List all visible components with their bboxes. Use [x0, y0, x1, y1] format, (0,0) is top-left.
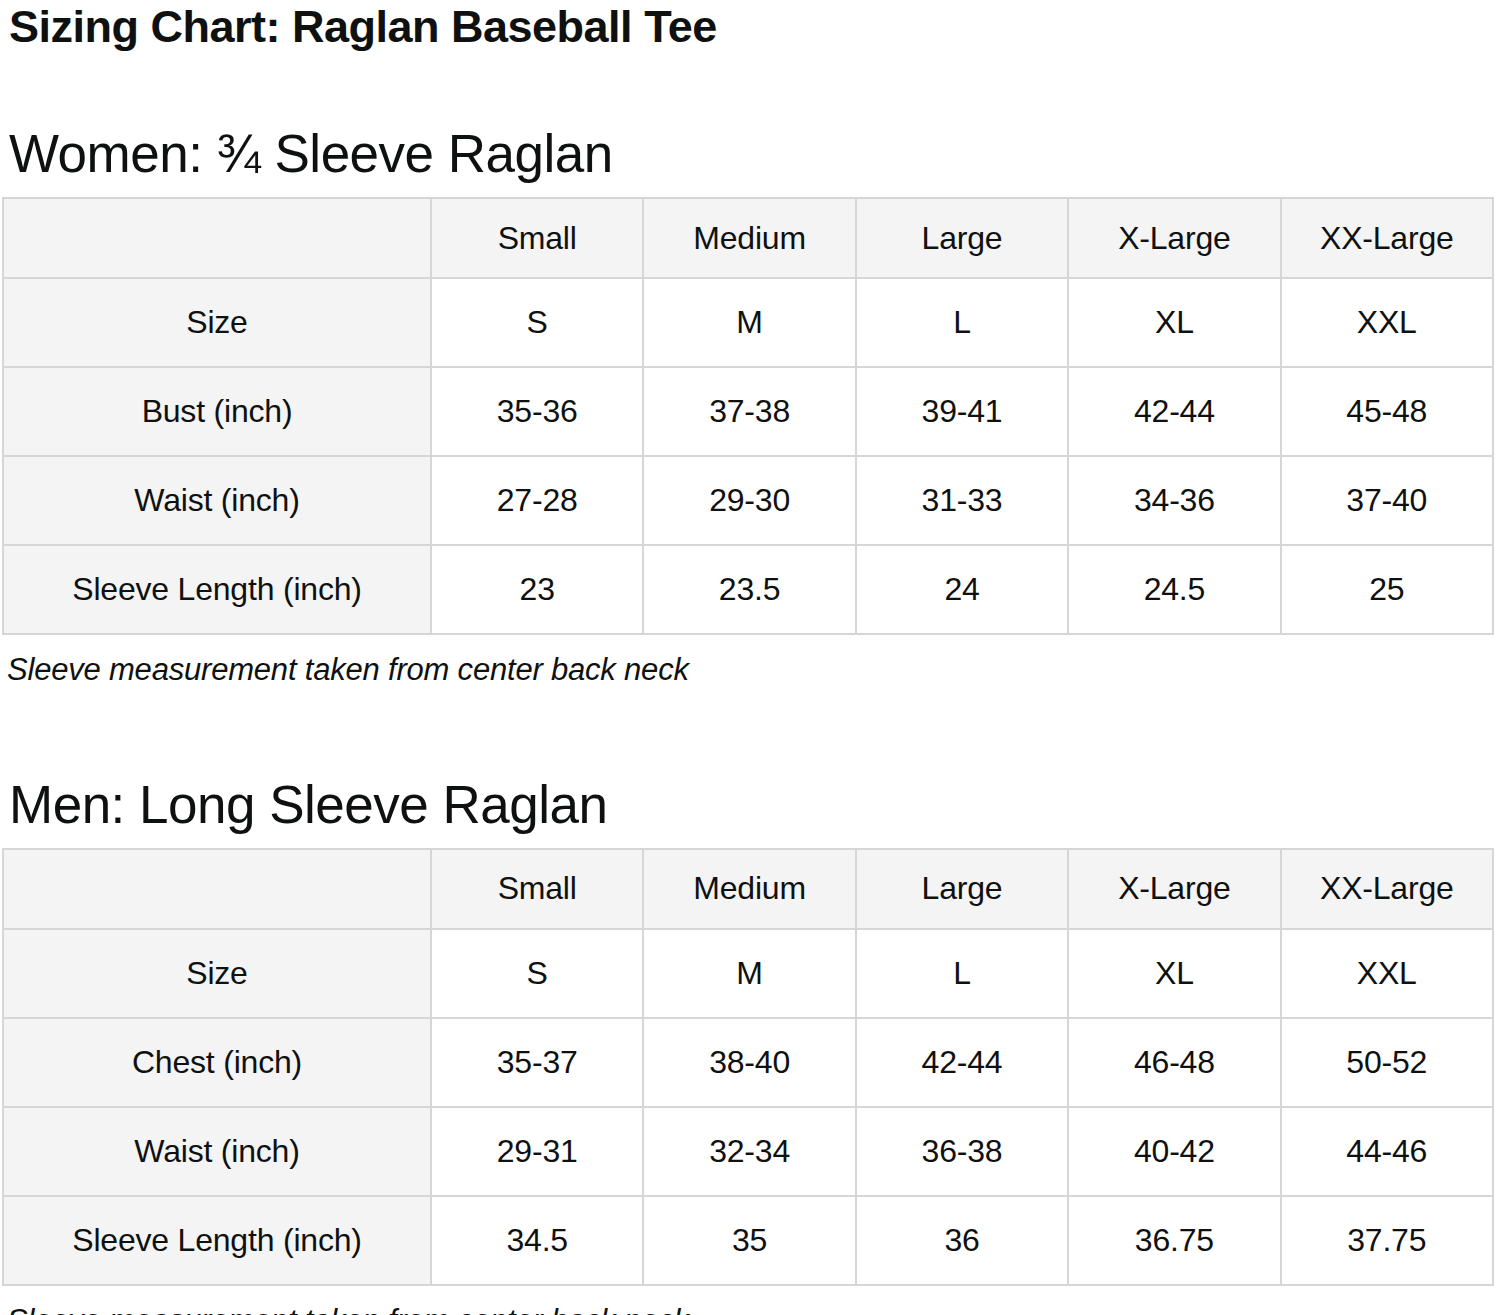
- sizing-chart-page: Sizing Chart: Raglan Baseball Tee Women:…: [0, 4, 1500, 1315]
- women-row-waist: Waist (inch) 27-28 29-30 31-33 34-36 37-…: [3, 456, 1493, 545]
- table-cell: 42-44: [1068, 367, 1280, 456]
- men-row-waist: Waist (inch) 29-31 32-34 36-38 40-42 44-…: [3, 1107, 1493, 1196]
- men-row-sleeve-length: Sleeve Length (inch) 34.5 35 36 36.75 37…: [3, 1196, 1493, 1285]
- table-cell: 36.75: [1068, 1196, 1280, 1285]
- men-column-header-medium: Medium: [643, 849, 855, 929]
- women-column-header-large: Large: [856, 198, 1068, 278]
- row-label-bust: Bust (inch): [3, 367, 431, 456]
- table-cell: 29-31: [431, 1107, 643, 1196]
- table-cell: 35-36: [431, 367, 643, 456]
- men-column-header-large: Large: [856, 849, 1068, 929]
- table-cell: 45-48: [1281, 367, 1493, 456]
- table-cell: L: [856, 929, 1068, 1018]
- women-row-size: Size S M L XL XXL: [3, 278, 1493, 367]
- men-row-chest: Chest (inch) 35-37 38-40 42-44 46-48 50-…: [3, 1018, 1493, 1107]
- table-cell: 37.75: [1281, 1196, 1493, 1285]
- table-cell: 40-42: [1068, 1107, 1280, 1196]
- women-column-header-medium: Medium: [643, 198, 855, 278]
- table-cell: 29-30: [643, 456, 855, 545]
- table-cell: 27-28: [431, 456, 643, 545]
- men-empty-header-cell: [3, 849, 431, 929]
- table-cell: 34.5: [431, 1196, 643, 1285]
- table-cell: 24.5: [1068, 545, 1280, 634]
- table-cell: S: [431, 929, 643, 1018]
- table-cell: 36: [856, 1196, 1068, 1285]
- row-label-size: Size: [3, 929, 431, 1018]
- table-cell: 25: [1281, 545, 1493, 634]
- women-row-sleeve-length: Sleeve Length (inch) 23 23.5 24 24.5 25: [3, 545, 1493, 634]
- table-cell: 50-52: [1281, 1018, 1493, 1107]
- table-cell: 35: [643, 1196, 855, 1285]
- table-cell: XXL: [1281, 278, 1493, 367]
- row-label-waist: Waist (inch): [3, 456, 431, 545]
- table-cell: 39-41: [856, 367, 1068, 456]
- table-cell: 23.5: [643, 545, 855, 634]
- women-column-header-small: Small: [431, 198, 643, 278]
- women-empty-header-cell: [3, 198, 431, 278]
- table-cell: XL: [1068, 278, 1280, 367]
- section-men: Men: Long Sleeve Raglan Small Medium Lar…: [2, 778, 1498, 1315]
- table-cell: 24: [856, 545, 1068, 634]
- sleeve-measurement-note: Sleeve measurement taken from center bac…: [7, 652, 1498, 688]
- women-size-table: Small Medium Large X-Large XX-Large Size…: [2, 197, 1494, 635]
- table-cell: M: [643, 929, 855, 1018]
- table-cell: 42-44: [856, 1018, 1068, 1107]
- table-cell: 46-48: [1068, 1018, 1280, 1107]
- row-label-sleeve-length: Sleeve Length (inch): [3, 545, 431, 634]
- table-cell: 31-33: [856, 456, 1068, 545]
- women-header-row: Small Medium Large X-Large XX-Large: [3, 198, 1493, 278]
- row-label-chest: Chest (inch): [3, 1018, 431, 1107]
- table-cell: 35-37: [431, 1018, 643, 1107]
- women-column-header-x-large: X-Large: [1068, 198, 1280, 278]
- table-cell: 34-36: [1068, 456, 1280, 545]
- men-size-table: Small Medium Large X-Large XX-Large Size…: [2, 848, 1494, 1286]
- table-cell: 23: [431, 545, 643, 634]
- section-title-men: Men: Long Sleeve Raglan: [9, 778, 1498, 831]
- men-column-header-x-large: X-Large: [1068, 849, 1280, 929]
- table-cell: L: [856, 278, 1068, 367]
- men-row-size: Size S M L XL XXL: [3, 929, 1493, 1018]
- women-row-bust: Bust (inch) 35-36 37-38 39-41 42-44 45-4…: [3, 367, 1493, 456]
- page-title: Sizing Chart: Raglan Baseball Tee: [9, 4, 1498, 49]
- section-women: Women: ¾ Sleeve Raglan Small Medium Larg…: [2, 127, 1498, 688]
- table-cell: S: [431, 278, 643, 367]
- table-cell: 37-38: [643, 367, 855, 456]
- sleeve-measurement-note: Sleeve measurement taken from center bac…: [7, 1303, 1498, 1315]
- table-cell: 37-40: [1281, 456, 1493, 545]
- table-cell: 36-38: [856, 1107, 1068, 1196]
- row-label-waist: Waist (inch): [3, 1107, 431, 1196]
- table-cell: M: [643, 278, 855, 367]
- men-column-header-small: Small: [431, 849, 643, 929]
- table-cell: XL: [1068, 929, 1280, 1018]
- women-column-header-xx-large: XX-Large: [1281, 198, 1493, 278]
- men-column-header-xx-large: XX-Large: [1281, 849, 1493, 929]
- table-cell: 38-40: [643, 1018, 855, 1107]
- men-header-row: Small Medium Large X-Large XX-Large: [3, 849, 1493, 929]
- table-cell: XXL: [1281, 929, 1493, 1018]
- row-label-sleeve-length: Sleeve Length (inch): [3, 1196, 431, 1285]
- table-cell: 44-46: [1281, 1107, 1493, 1196]
- table-cell: 32-34: [643, 1107, 855, 1196]
- section-title-women: Women: ¾ Sleeve Raglan: [9, 127, 1498, 180]
- row-label-size: Size: [3, 278, 431, 367]
